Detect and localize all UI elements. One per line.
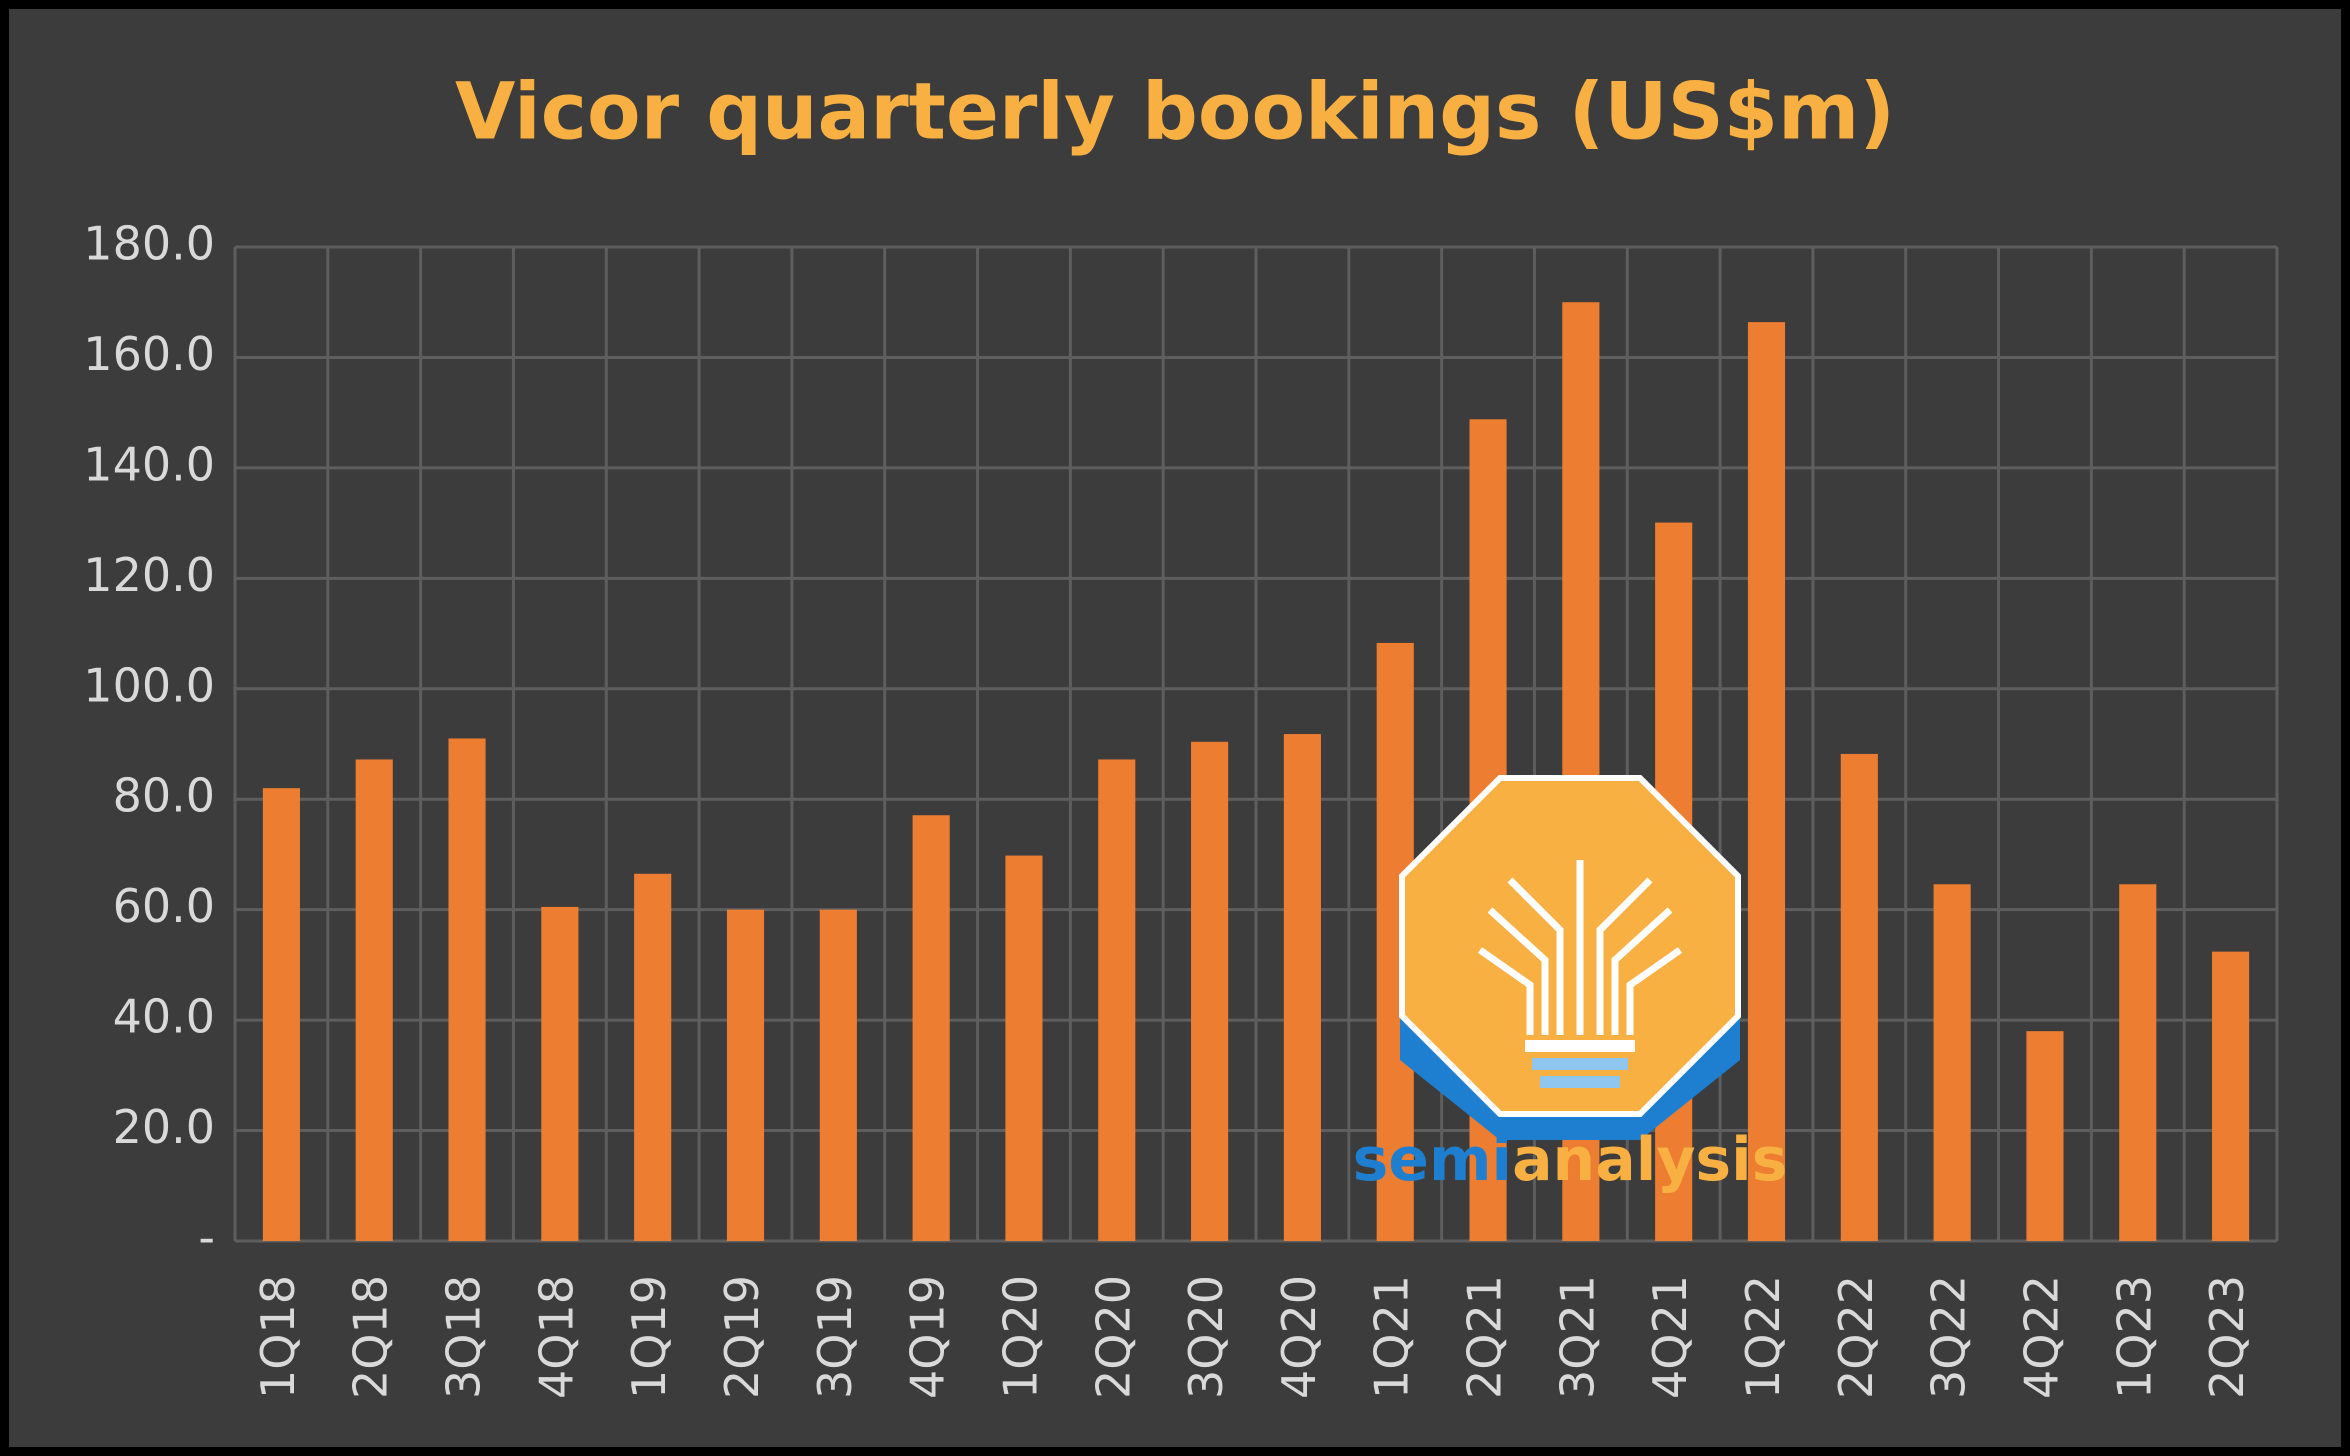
bar: [2119, 884, 2157, 1241]
y-tick-label: 140.0: [83, 437, 215, 491]
logo-text-first: semi: [1353, 1125, 1513, 1195]
x-tick-label: 1Q23: [2107, 1275, 2161, 1399]
x-tick-label: 1Q22: [1736, 1275, 1790, 1399]
x-tick-label: 3Q21: [1550, 1275, 1604, 1399]
x-tick-label: 1Q18: [251, 1275, 305, 1399]
bar: [541, 906, 579, 1241]
bar: [1933, 884, 1971, 1241]
y-tick-label: 160.0: [83, 327, 215, 381]
y-tick-label: 60.0: [113, 879, 215, 933]
y-tick-label: 40.0: [113, 990, 215, 1044]
x-tick-label: 2Q23: [2200, 1275, 2254, 1399]
y-tick-label: 180.0: [83, 217, 215, 271]
bar: [1098, 759, 1136, 1241]
y-tick-label: 20.0: [113, 1100, 215, 1154]
bar: [819, 909, 857, 1241]
x-tick-label: 4Q21: [1643, 1275, 1697, 1399]
y-tick-label: -: [198, 1211, 215, 1265]
logo-base: [1540, 1076, 1620, 1088]
x-tick-label: 3Q19: [808, 1275, 862, 1399]
x-tick-label: 1Q19: [622, 1275, 676, 1399]
bar: [2026, 1031, 2064, 1241]
bar: [2212, 951, 2250, 1241]
bar: [448, 738, 486, 1241]
x-tick-label: 4Q22: [2014, 1275, 2068, 1399]
bar: [634, 873, 672, 1241]
bar: [1005, 855, 1043, 1241]
chart-title: Vicor quarterly bookings (US$m): [455, 67, 1895, 157]
x-tick-label: 2Q20: [1086, 1275, 1140, 1399]
bar: [1283, 734, 1321, 1241]
bar: [1840, 753, 1878, 1241]
y-tick-label: 120.0: [83, 548, 215, 602]
logo-text: semianalysis: [1353, 1125, 1788, 1195]
bar: [355, 759, 393, 1241]
x-tick-label: 1Q20: [993, 1275, 1047, 1399]
bar: [1191, 741, 1229, 1241]
x-tick-label: 1Q21: [1365, 1275, 1419, 1399]
x-tick-label: 4Q19: [901, 1275, 955, 1399]
x-tick-label: 2Q18: [344, 1275, 398, 1399]
x-tick-label: 2Q19: [715, 1275, 769, 1399]
x-tick-label: 2Q22: [1829, 1275, 1883, 1399]
bar: [912, 815, 950, 1241]
x-tick-label: 4Q18: [529, 1275, 583, 1399]
logo-base: [1525, 1040, 1635, 1052]
x-tick-label: 2Q21: [1458, 1275, 1512, 1399]
logo-octagon: [1399, 775, 1741, 1117]
x-tick-label: 3Q22: [1922, 1275, 1976, 1399]
bar: [726, 909, 765, 1241]
logo-circuit: [1477, 860, 1683, 1035]
logo-base: [1532, 1058, 1628, 1070]
y-tick-label: 80.0: [113, 769, 215, 823]
y-tick-label: 100.0: [83, 658, 215, 712]
x-tick-label: 4Q20: [1272, 1275, 1326, 1399]
bar: [262, 788, 300, 1241]
logo-text-second: analysis: [1512, 1125, 1787, 1195]
x-tick-label: 3Q18: [437, 1275, 491, 1399]
logo: semianalysis: [1353, 775, 1788, 1195]
x-tick-label: 3Q20: [1179, 1275, 1233, 1399]
bar: [1747, 322, 1786, 1241]
